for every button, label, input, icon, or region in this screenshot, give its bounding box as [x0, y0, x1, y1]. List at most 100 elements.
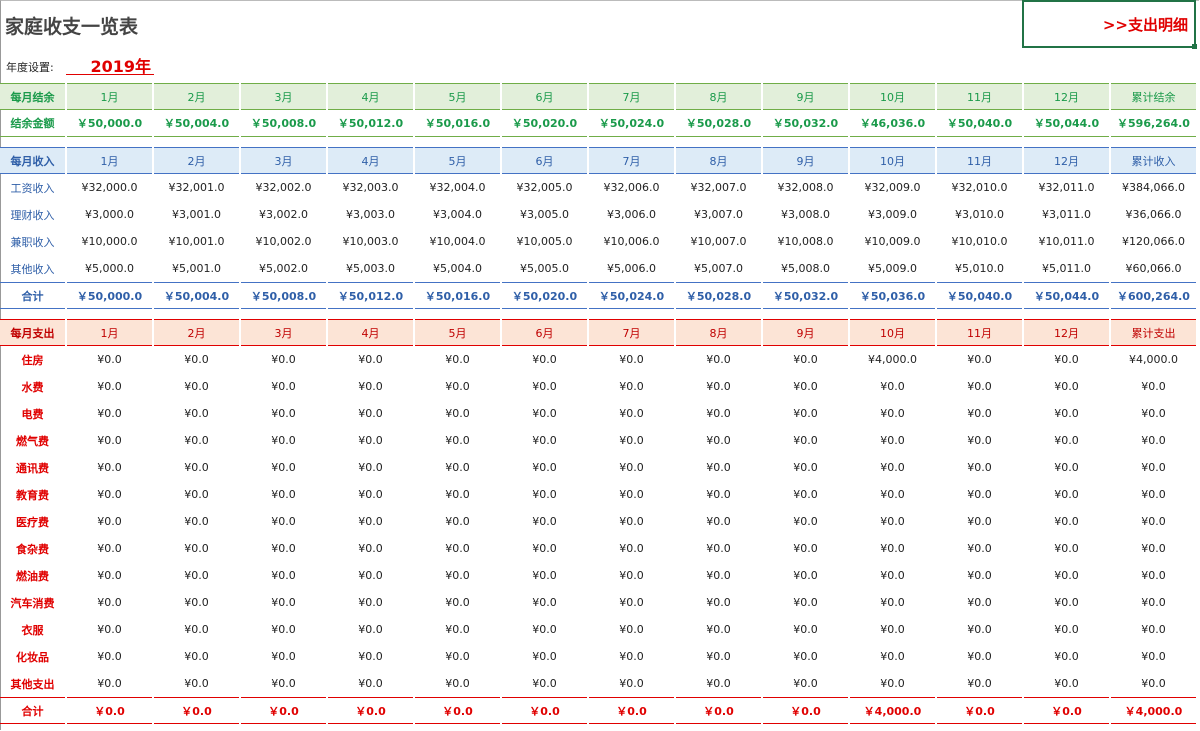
- cell[interactable]: ¥0.0: [97, 596, 122, 609]
- row-label[interactable]: 燃油费: [16, 569, 49, 583]
- cell[interactable]: ￥50,016.0: [415, 282, 500, 309]
- cell[interactable]: ￥0.0: [937, 697, 1022, 724]
- cell[interactable]: ¥0.0: [793, 650, 818, 663]
- cell[interactable]: ¥0.0: [271, 407, 296, 420]
- cell[interactable]: 3月: [241, 83, 326, 110]
- row-label[interactable]: 每月收入: [0, 147, 65, 174]
- cell[interactable]: ¥10,011.0: [1038, 235, 1095, 248]
- cell[interactable]: 累计收入: [1111, 147, 1196, 174]
- cell[interactable]: ￥0.0: [154, 697, 239, 724]
- row-label[interactable]: 合计: [0, 697, 65, 724]
- cell[interactable]: ¥0.0: [358, 380, 383, 393]
- cell[interactable]: ¥32,011.0: [1038, 181, 1095, 194]
- cell[interactable]: ¥0.0: [706, 596, 731, 609]
- cell[interactable]: ¥0.0: [880, 623, 905, 636]
- cell[interactable]: ￥50,044.0: [1024, 282, 1109, 309]
- cell[interactable]: ¥5,004.0: [433, 262, 482, 275]
- cell[interactable]: ¥0.0: [619, 623, 644, 636]
- cell[interactable]: 5月: [415, 147, 500, 174]
- cell[interactable]: ¥0.0: [706, 569, 731, 582]
- cell[interactable]: 3月: [241, 147, 326, 174]
- row-label[interactable]: 其他支出: [10, 677, 55, 691]
- cell[interactable]: ¥0.0: [967, 380, 992, 393]
- cell[interactable]: ¥0.0: [97, 380, 122, 393]
- cell[interactable]: ¥0.0: [1054, 569, 1079, 582]
- cell[interactable]: ¥0.0: [967, 650, 992, 663]
- cell[interactable]: ¥0.0: [880, 677, 905, 690]
- cell[interactable]: ¥4,000.0: [1129, 353, 1178, 366]
- cell[interactable]: 1月: [67, 319, 152, 346]
- cell[interactable]: ¥0.0: [706, 488, 731, 501]
- cell[interactable]: ¥10,003.0: [342, 235, 399, 248]
- cell[interactable]: ¥5,011.0: [1042, 262, 1091, 275]
- cell[interactable]: ¥0.0: [271, 515, 296, 528]
- cell[interactable]: ¥5,001.0: [172, 262, 221, 275]
- cell[interactable]: ¥0.0: [358, 353, 383, 366]
- cell[interactable]: ￥0.0: [1024, 697, 1109, 724]
- cell[interactable]: ¥10,007.0: [690, 235, 747, 248]
- cell[interactable]: ¥0.0: [793, 677, 818, 690]
- cell[interactable]: 3月: [241, 319, 326, 346]
- cell[interactable]: ¥0.0: [619, 353, 644, 366]
- cell[interactable]: 4月: [328, 83, 413, 110]
- cell[interactable]: ¥0.0: [97, 542, 122, 555]
- row-label[interactable]: 教育费: [16, 488, 49, 502]
- cell[interactable]: ¥0.0: [880, 569, 905, 582]
- cell[interactable]: 2月: [154, 147, 239, 174]
- cell[interactable]: ¥0.0: [184, 488, 209, 501]
- cell[interactable]: ¥0.0: [1054, 353, 1079, 366]
- cell[interactable]: ¥32,004.0: [429, 181, 486, 194]
- cell[interactable]: ¥0.0: [619, 542, 644, 555]
- cell[interactable]: ¥0.0: [532, 569, 557, 582]
- cell[interactable]: ¥0.0: [880, 407, 905, 420]
- cell[interactable]: ¥0.0: [1054, 596, 1079, 609]
- cell[interactable]: ¥5,002.0: [259, 262, 308, 275]
- cell[interactable]: ¥0.0: [532, 677, 557, 690]
- cell[interactable]: 累计结余: [1111, 83, 1196, 110]
- cell[interactable]: ¥0.0: [1141, 623, 1166, 636]
- cell[interactable]: ¥32,000.0: [81, 181, 138, 194]
- cell[interactable]: ¥0.0: [706, 623, 731, 636]
- cell[interactable]: ¥384,066.0: [1122, 181, 1185, 194]
- cell[interactable]: ¥0.0: [184, 380, 209, 393]
- cell[interactable]: ¥0.0: [793, 569, 818, 582]
- row-label[interactable]: 燃气费: [16, 434, 49, 448]
- cell[interactable]: ￥50,020.0: [502, 110, 587, 137]
- cell[interactable]: ¥0.0: [97, 434, 122, 447]
- cell[interactable]: ¥0.0: [1054, 434, 1079, 447]
- cell[interactable]: ￥50,004.0: [154, 282, 239, 309]
- cell[interactable]: ¥0.0: [793, 434, 818, 447]
- cell[interactable]: ¥0.0: [358, 515, 383, 528]
- cell[interactable]: ¥0.0: [532, 461, 557, 474]
- cell[interactable]: ¥0.0: [880, 461, 905, 474]
- cell[interactable]: ￥50,044.0: [1024, 110, 1109, 137]
- cell[interactable]: ¥0.0: [1141, 650, 1166, 663]
- cell[interactable]: ¥0.0: [271, 569, 296, 582]
- cell[interactable]: ¥32,009.0: [864, 181, 921, 194]
- cell[interactable]: ￥50,016.0: [415, 110, 500, 137]
- cell[interactable]: 8月: [676, 83, 761, 110]
- cell[interactable]: ¥0.0: [967, 353, 992, 366]
- cell[interactable]: ¥0.0: [97, 650, 122, 663]
- cell[interactable]: ¥10,001.0: [168, 235, 225, 248]
- cell[interactable]: ￥50,028.0: [676, 110, 761, 137]
- cell[interactable]: ¥0.0: [358, 623, 383, 636]
- cell[interactable]: ￥4,000.0: [1111, 697, 1196, 724]
- cell[interactable]: ¥0.0: [1054, 515, 1079, 528]
- cell[interactable]: ¥5,009.0: [868, 262, 917, 275]
- cell[interactable]: ¥0.0: [358, 569, 383, 582]
- cell[interactable]: ¥0.0: [184, 461, 209, 474]
- cell[interactable]: ￥50,036.0: [850, 282, 935, 309]
- cell[interactable]: ￥50,008.0: [241, 110, 326, 137]
- cell[interactable]: ¥0.0: [1141, 407, 1166, 420]
- cell[interactable]: ¥0.0: [532, 650, 557, 663]
- cell[interactable]: ¥0.0: [184, 407, 209, 420]
- cell[interactable]: ¥0.0: [880, 542, 905, 555]
- cell[interactable]: ￥0.0: [676, 697, 761, 724]
- cell[interactable]: ¥0.0: [358, 596, 383, 609]
- cell[interactable]: 10月: [850, 83, 935, 110]
- cell[interactable]: ¥0.0: [532, 407, 557, 420]
- cell[interactable]: ￥600,264.0: [1111, 282, 1196, 309]
- cell[interactable]: ¥5,005.0: [520, 262, 569, 275]
- cell[interactable]: ￥0.0: [241, 697, 326, 724]
